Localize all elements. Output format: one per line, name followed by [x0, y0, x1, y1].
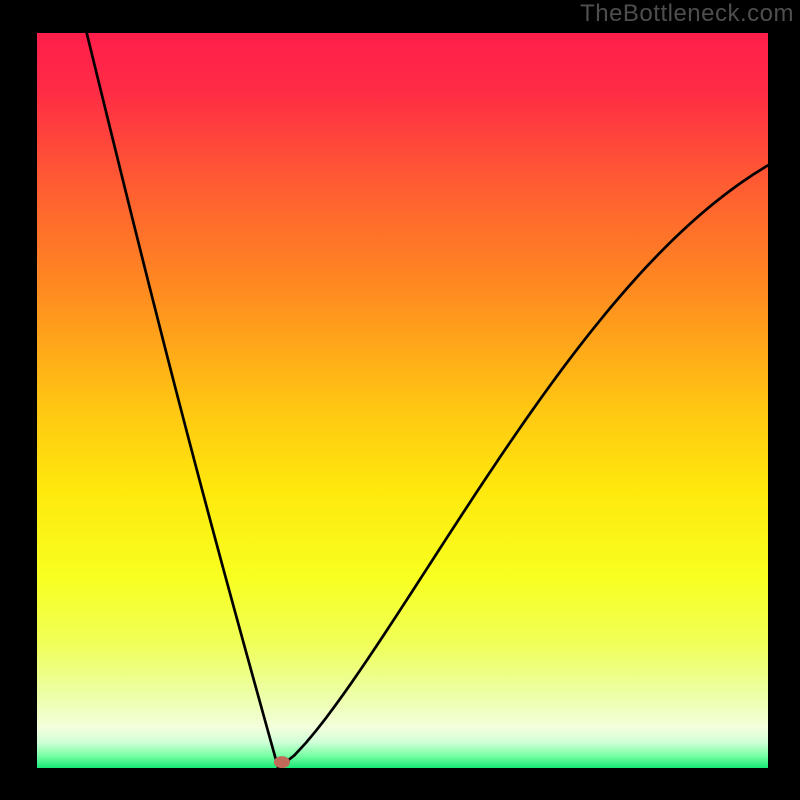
chart-gradient-background [37, 33, 768, 768]
watermark-text: TheBottleneck.com [580, 0, 794, 28]
bottleneck-chart [0, 0, 800, 800]
optimal-point-marker [274, 756, 290, 768]
